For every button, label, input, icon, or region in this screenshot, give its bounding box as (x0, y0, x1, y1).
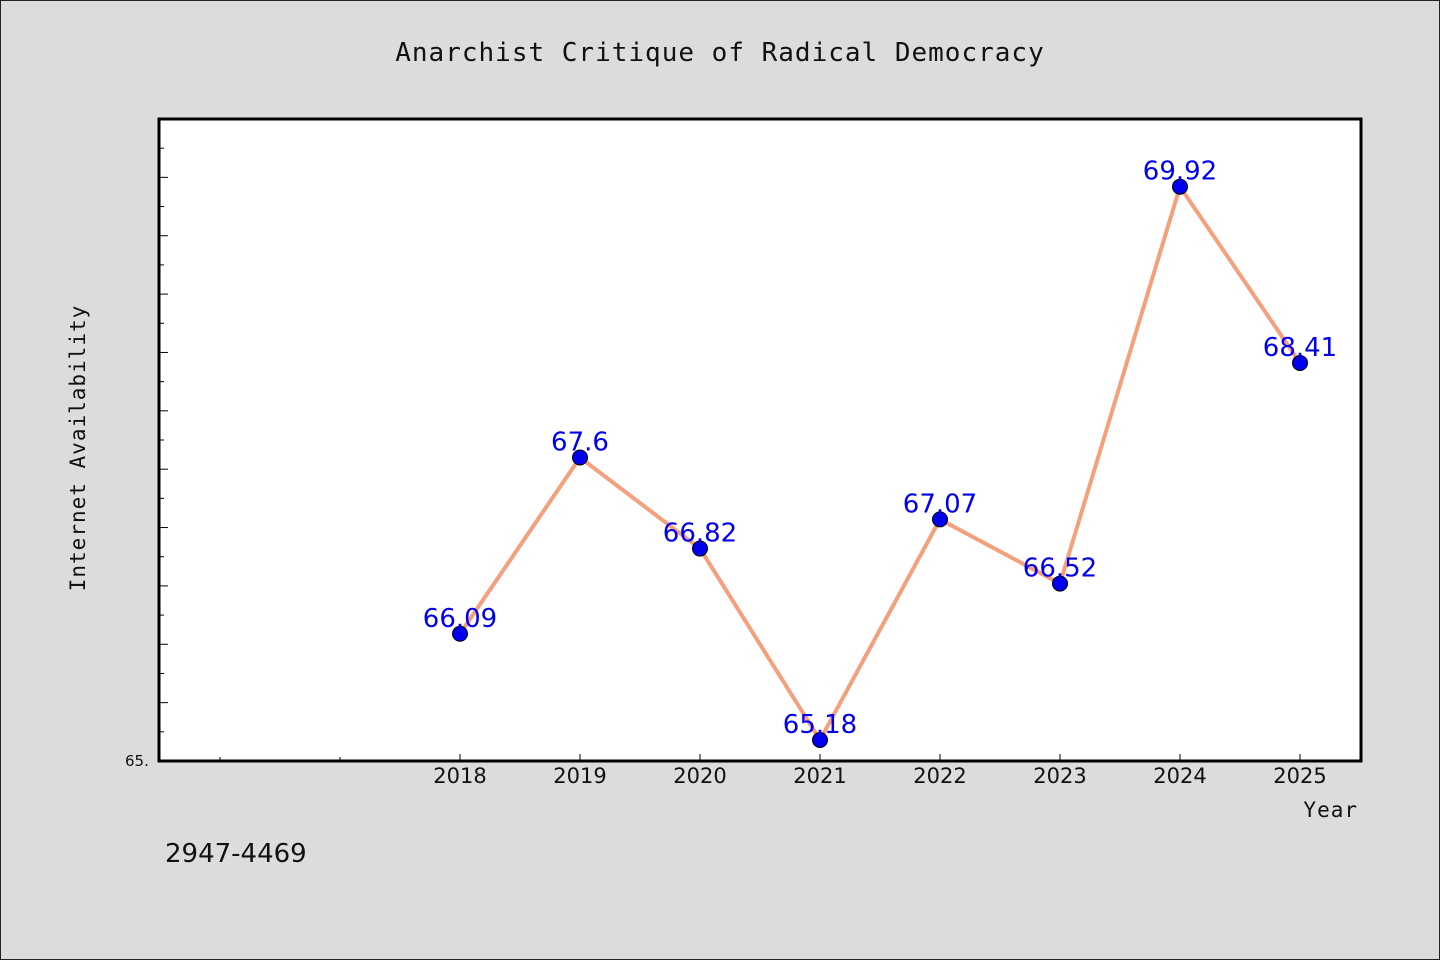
x-tick-label: 2018 (433, 764, 486, 788)
data-point (1292, 354, 1308, 371)
x-tick-label: 2021 (793, 764, 846, 788)
x-axis-ticks: 2018 2019 2020 2021 2022 2023 2024 2025 (219, 754, 1327, 788)
x-tick-label: 2019 (553, 764, 606, 788)
data-label: 69.92 (1143, 157, 1217, 187)
y-axis-ticks (159, 147, 168, 733)
x-tick-label: 2020 (673, 764, 726, 788)
data-point (812, 731, 828, 748)
data-label: 66.09 (423, 604, 497, 634)
x-axis-label: Year (1303, 798, 1358, 822)
footnote-text: 2947-4469 (165, 839, 307, 869)
data-label: 66.82 (663, 519, 737, 549)
data-label: 67.6 (551, 428, 609, 458)
data-label: 65.18 (783, 710, 857, 740)
plot-area (157, 117, 1363, 763)
data-point (572, 449, 588, 466)
series-layer: 66.09 67.6 66.82 65.18 67.07 66.52 69.92 68.41 (423, 157, 1337, 748)
data-point (452, 625, 468, 642)
data-label: 68.41 (1263, 333, 1337, 363)
series-line (458, 184, 1302, 742)
chart-title: Anarchist Critique of Radical Democracy (395, 38, 1044, 68)
data-label: 66.52 (1023, 554, 1097, 584)
data-point (692, 540, 708, 557)
x-tick-label: 2023 (1033, 764, 1086, 788)
x-tick-label: 2025 (1273, 764, 1326, 788)
y-axis-label: Internet Availability (66, 305, 90, 592)
x-tick-label: 2022 (913, 764, 966, 788)
data-point (932, 511, 948, 528)
x-tick-label: 2024 (1153, 764, 1206, 788)
data-point (1052, 575, 1068, 592)
y-tick-label: 65. (125, 752, 149, 770)
data-point (1172, 178, 1188, 195)
data-label: 67.07 (903, 489, 977, 519)
